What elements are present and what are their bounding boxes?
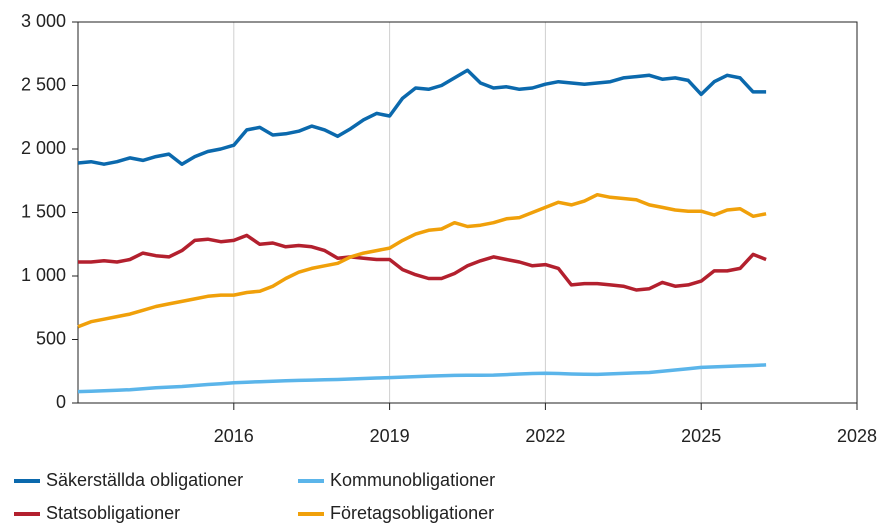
legend-label: Företagsobligationer <box>330 503 494 523</box>
legend-label: Säkerställda obligationer <box>46 470 243 490</box>
y-tick-label: 500 <box>36 328 66 348</box>
legend-label: Statsobligationer <box>46 503 180 523</box>
series-line <box>77 192 767 329</box>
series-line <box>78 233 767 292</box>
x-tick-label: 2022 <box>525 426 565 446</box>
legend-label: Kommunobligationer <box>330 470 495 490</box>
series-line <box>77 363 767 394</box>
x-tick-label: 2019 <box>370 426 410 446</box>
y-tick-label: 2 000 <box>21 138 66 158</box>
series-line <box>77 68 767 166</box>
plot-frame <box>77 21 858 404</box>
x-tick-label: 2025 <box>681 426 721 446</box>
x-tick-label: 2028 <box>837 426 877 446</box>
y-tick-label: 3 000 <box>21 11 66 31</box>
y-tick-label: 2 500 <box>21 74 66 94</box>
y-tick-label: 1 500 <box>21 201 66 221</box>
x-tick-label: 2016 <box>214 426 254 446</box>
y-tick-label: 0 <box>56 392 66 412</box>
y-tick-label: 1 000 <box>21 265 66 285</box>
